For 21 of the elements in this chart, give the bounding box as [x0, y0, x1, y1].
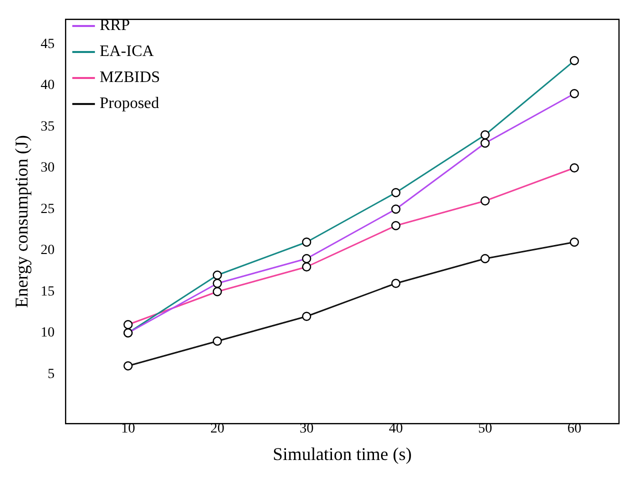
legend-label: EA-ICA — [100, 43, 154, 60]
y-tick-label: 10 — [40, 326, 55, 341]
y-tick-label: 45 — [40, 36, 55, 52]
y-tick-label: 15 — [40, 284, 55, 300]
point — [302, 312, 312, 321]
x-tick-label: 40 — [388, 422, 403, 437]
legend-label: MZBIDS — [100, 69, 160, 86]
y-tick-label: 35 — [40, 119, 55, 134]
legend-label: Proposed — [100, 95, 160, 112]
point — [480, 254, 490, 264]
x-axis-title: Simulation time (s) — [272, 444, 412, 464]
point — [212, 336, 222, 346]
point — [123, 361, 133, 370]
y-tick-label: 5 — [48, 366, 55, 382]
point — [570, 238, 579, 247]
y-axis-title: Energy consumption (J) — [12, 135, 32, 308]
y-tick-label: 40 — [40, 78, 55, 94]
y-tick-label: 30 — [40, 160, 55, 176]
point — [391, 278, 400, 288]
y-tick-label: 25 — [40, 202, 55, 217]
y-tick-label: 20 — [40, 243, 55, 258]
